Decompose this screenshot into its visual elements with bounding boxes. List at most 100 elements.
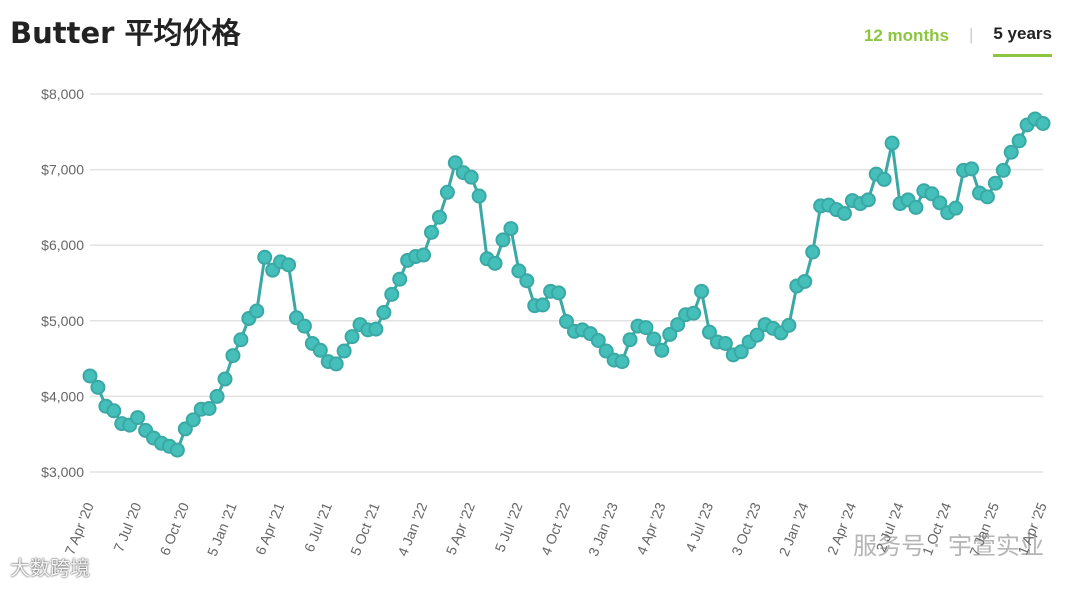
data-point — [836, 205, 852, 221]
data-point — [694, 283, 710, 299]
x-tick-label: 4 Oct '22 — [538, 500, 574, 558]
data-point — [487, 255, 503, 271]
y-tick-label: $7,000 — [41, 162, 84, 178]
x-tick-label: 5 Apr '22 — [443, 500, 478, 557]
data-point — [781, 317, 797, 333]
data-point — [225, 348, 241, 364]
data-point — [90, 379, 106, 395]
data-point — [551, 285, 567, 301]
data-point — [701, 324, 717, 340]
data-point — [217, 371, 233, 387]
data-point — [471, 188, 487, 204]
data-point — [233, 332, 249, 348]
data-point — [876, 171, 892, 187]
data-point — [995, 162, 1011, 178]
x-tick-label: 6 Apr '21 — [252, 500, 287, 557]
data-point — [384, 286, 400, 302]
data-point — [662, 326, 678, 342]
data-point — [416, 247, 432, 263]
data-point — [908, 199, 924, 215]
data-point — [376, 304, 392, 320]
x-tick-label: 5 Jan '21 — [204, 500, 240, 558]
data-point — [797, 273, 813, 289]
data-point — [964, 161, 980, 177]
y-tick-label: $6,000 — [41, 237, 84, 253]
data-point — [519, 273, 535, 289]
data-point — [948, 200, 964, 216]
data-point — [884, 135, 900, 151]
data-point — [209, 388, 225, 404]
data-point — [805, 244, 821, 260]
range-tabs: 12 months | 5 years — [864, 22, 1052, 57]
data-point — [495, 232, 511, 248]
data-point — [257, 249, 273, 265]
y-tick-label: $5,000 — [41, 313, 84, 329]
watermark-right: 服务号 · 宇萱实业 — [853, 532, 1044, 560]
watermark-left: 大数跨境 — [10, 556, 90, 580]
data-point — [1035, 115, 1051, 131]
series-points — [82, 111, 1051, 458]
y-tick-label: $3,000 — [41, 464, 84, 480]
x-tick-label: 5 Oct '21 — [347, 500, 383, 558]
x-tick-label: 6 Oct '20 — [156, 500, 192, 558]
data-point — [249, 303, 265, 319]
tab-12-months[interactable]: 12 months — [863, 25, 949, 45]
data-point — [535, 297, 551, 313]
x-tick-label: 7 Apr '20 — [61, 500, 96, 557]
data-point — [932, 195, 948, 211]
x-tick-label: 3 Oct '23 — [728, 500, 764, 558]
data-point — [130, 410, 146, 426]
data-point — [614, 354, 630, 370]
data-point — [860, 192, 876, 208]
data-point — [201, 400, 217, 416]
x-tick-label: 5 Jul '22 — [491, 500, 525, 554]
data-point — [431, 209, 447, 225]
tab-5-years[interactable]: 5 years — [993, 22, 1052, 57]
series-line-path — [88, 117, 1044, 452]
data-point — [423, 224, 439, 240]
grid-lines — [90, 93, 1043, 473]
tab-separator: | — [968, 24, 974, 44]
data-point — [169, 442, 185, 458]
data-point — [296, 318, 312, 334]
y-axis-ticks: $8,000 $7,000 $6,000 $5,000 $4,000 $3,000 — [41, 86, 84, 480]
x-tick-label: 4 Jul '23 — [682, 500, 716, 554]
data-point — [344, 329, 360, 345]
data-point — [670, 317, 686, 333]
data-point — [511, 263, 527, 279]
series-line — [88, 117, 1044, 452]
page-title: Butter 平均价格 — [10, 16, 241, 50]
x-tick-label: 4 Apr '23 — [633, 500, 668, 557]
data-point — [281, 257, 297, 273]
data-point — [439, 184, 455, 200]
data-point — [82, 368, 98, 384]
data-point — [646, 331, 662, 347]
data-point — [654, 342, 670, 358]
y-tick-label: $4,000 — [41, 388, 84, 404]
data-point — [392, 271, 408, 287]
data-point — [328, 356, 344, 372]
data-point — [1011, 133, 1027, 149]
data-point — [733, 344, 749, 360]
x-tick-label: 6 Jul '21 — [301, 500, 335, 554]
data-point — [686, 305, 702, 321]
data-point — [503, 221, 519, 237]
data-point — [447, 155, 463, 171]
data-point — [622, 332, 638, 348]
data-point — [987, 175, 1003, 191]
data-point — [185, 412, 201, 428]
x-tick-label: 7 Jul '20 — [110, 500, 144, 554]
y-tick-label: $8,000 — [41, 86, 84, 102]
data-point — [106, 403, 122, 419]
x-tick-label: 3 Jan '23 — [585, 500, 621, 558]
data-point — [368, 321, 384, 337]
data-point — [463, 169, 479, 185]
x-tick-label: 4 Jan '22 — [394, 500, 430, 558]
data-point — [336, 343, 352, 359]
data-point — [979, 189, 995, 205]
data-point — [559, 314, 574, 330]
data-point — [1003, 144, 1019, 160]
data-point — [312, 342, 328, 358]
data-point — [638, 320, 654, 336]
